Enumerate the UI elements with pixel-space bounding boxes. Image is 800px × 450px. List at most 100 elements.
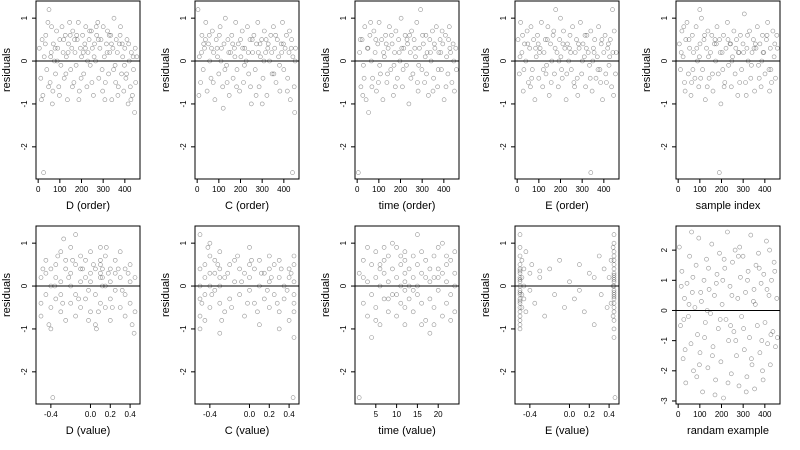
data-point bbox=[523, 249, 529, 254]
data-point bbox=[415, 232, 420, 237]
data-point bbox=[233, 20, 238, 25]
data-point bbox=[223, 15, 228, 21]
y-axis-title: residuals bbox=[1, 47, 13, 92]
data-point bbox=[766, 67, 772, 72]
data-point bbox=[214, 45, 220, 51]
data-point bbox=[203, 37, 208, 42]
data-point bbox=[209, 292, 215, 297]
data-point bbox=[205, 245, 211, 250]
data-point bbox=[698, 290, 704, 295]
data-point bbox=[404, 37, 410, 42]
data-point bbox=[415, 292, 420, 297]
data-point bbox=[452, 270, 458, 276]
data-point bbox=[251, 32, 257, 38]
data-point bbox=[760, 368, 765, 374]
data-point bbox=[245, 300, 250, 306]
data-point bbox=[605, 45, 611, 51]
data-point bbox=[66, 41, 71, 47]
data-point bbox=[704, 84, 710, 90]
data-point bbox=[276, 257, 282, 263]
data-point bbox=[444, 262, 449, 267]
data-point bbox=[290, 395, 296, 400]
data-point bbox=[42, 41, 48, 47]
data-point bbox=[292, 58, 298, 64]
data-point bbox=[697, 350, 703, 356]
data-point bbox=[730, 54, 735, 60]
data-point bbox=[61, 37, 67, 42]
y-tick-label: -2 bbox=[20, 368, 29, 376]
panel-E-order: 0 100 200 300 400 -2 -1 0 1 E (order) residuals bbox=[480, 0, 620, 212]
data-point bbox=[528, 84, 533, 90]
x-tick-label: 400 bbox=[597, 185, 611, 194]
data-point bbox=[207, 305, 213, 310]
data-point bbox=[519, 292, 525, 297]
data-point bbox=[238, 37, 243, 42]
data-point bbox=[682, 347, 688, 353]
data-point bbox=[550, 32, 556, 38]
data-point bbox=[701, 37, 707, 42]
data-point bbox=[105, 28, 110, 34]
data-point bbox=[232, 257, 237, 263]
data-point bbox=[691, 368, 696, 374]
data-point bbox=[448, 257, 454, 263]
data-point bbox=[93, 292, 98, 297]
data-point bbox=[524, 28, 530, 34]
data-point bbox=[43, 292, 49, 297]
data-point bbox=[756, 250, 761, 256]
data-point bbox=[120, 54, 125, 60]
data-point bbox=[73, 262, 78, 267]
data-point bbox=[543, 71, 549, 77]
data-point bbox=[743, 389, 749, 395]
data-point bbox=[406, 296, 412, 302]
data-point bbox=[552, 45, 558, 51]
data-point bbox=[85, 58, 90, 64]
data-point bbox=[103, 305, 108, 310]
data-point bbox=[589, 88, 595, 94]
data-point bbox=[202, 275, 208, 280]
data-point bbox=[104, 41, 109, 47]
data-point bbox=[702, 97, 708, 102]
data-point bbox=[117, 41, 122, 47]
data-point bbox=[63, 266, 68, 272]
y-tick-label: 0 bbox=[179, 283, 188, 288]
data-point bbox=[604, 80, 609, 85]
data-point bbox=[760, 377, 766, 383]
data-point bbox=[289, 37, 294, 42]
data-point bbox=[360, 275, 366, 280]
data-point bbox=[68, 283, 73, 289]
data-point bbox=[572, 84, 577, 90]
data-point bbox=[118, 24, 123, 30]
data-point bbox=[753, 45, 759, 51]
data-point bbox=[128, 84, 133, 90]
x-axis: 5 10 15 20 bbox=[374, 404, 443, 419]
data-point bbox=[258, 54, 263, 60]
x-tick-label: 400 bbox=[118, 185, 132, 194]
data-point bbox=[729, 58, 735, 64]
y-tick-label: -2 bbox=[660, 367, 669, 375]
y-axis: -2 -1 0 1 bbox=[499, 240, 515, 375]
data-point bbox=[725, 229, 730, 235]
data-point bbox=[545, 24, 551, 30]
data-point bbox=[381, 50, 386, 55]
data-point bbox=[369, 262, 374, 267]
x-tick-label: 100 bbox=[532, 185, 546, 194]
data-point bbox=[125, 101, 131, 107]
data-points bbox=[195, 7, 298, 175]
data-point bbox=[217, 249, 223, 254]
data-point bbox=[47, 80, 53, 85]
data-points bbox=[676, 229, 780, 401]
data-point bbox=[531, 37, 536, 42]
data-point bbox=[447, 45, 453, 51]
data-point bbox=[67, 32, 73, 38]
data-point bbox=[373, 37, 379, 42]
data-point bbox=[689, 229, 694, 235]
data-point bbox=[234, 67, 240, 72]
data-point bbox=[706, 287, 712, 292]
data-point bbox=[108, 32, 114, 38]
data-point bbox=[683, 380, 689, 386]
x-tick-label: 300 bbox=[255, 185, 269, 194]
data-point bbox=[564, 71, 570, 77]
data-point bbox=[261, 270, 267, 276]
data-point bbox=[678, 283, 684, 289]
data-point bbox=[99, 67, 105, 72]
